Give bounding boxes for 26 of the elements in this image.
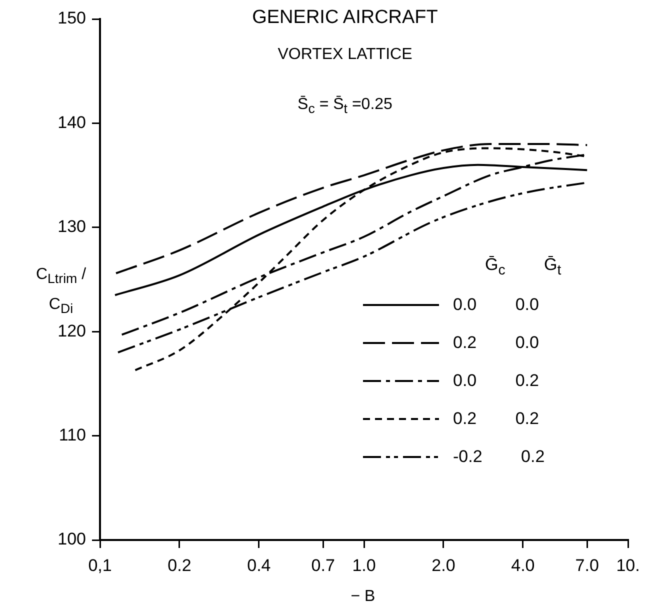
x-tick-label: 0.7 bbox=[311, 556, 335, 575]
legend-label: 0.0 0.2 bbox=[452, 370, 540, 392]
x-tick-label: 2.0 bbox=[432, 556, 456, 575]
x-tick-label: 0.2 bbox=[168, 556, 192, 575]
x-tick-label: 4.0 bbox=[511, 556, 535, 575]
legend-label: -0.2 0.2 bbox=[452, 446, 546, 468]
y-tick-label: 110 bbox=[58, 425, 86, 444]
y-tick-label: 100 bbox=[58, 530, 86, 549]
annotation: S̄$_{c}$ = S̄$_{t}$ =0.25 bbox=[298, 96, 392, 116]
text: VORTEX LATTICE bbox=[278, 46, 412, 64]
x-axis-title: − B bbox=[350, 588, 376, 606]
y-tick-label: 140 bbox=[58, 112, 86, 132]
legend-label: 0.0 0.0 bbox=[452, 294, 540, 316]
x-tick-label: 7.0 bbox=[575, 556, 599, 575]
chart-title: GENERIC AIRCRAFT bbox=[252, 7, 438, 29]
y-tick-label: 130 bbox=[58, 217, 86, 236]
x-tick-label: 0.4 bbox=[247, 556, 271, 575]
x-tick-label: 1.0 bbox=[352, 556, 376, 575]
y-tick-label: 150 bbox=[58, 8, 86, 28]
y-tick-label: 120 bbox=[58, 321, 86, 340]
x-tick-label: 0,1 bbox=[88, 556, 112, 575]
legend-label: 0.2 0.2 bbox=[452, 408, 540, 430]
legend-label: 0.2 0.0 bbox=[452, 332, 540, 354]
x-tick-label: 10. bbox=[616, 556, 640, 575]
text: Ḡ$_{c}$ Ḡ$_{t}$ bbox=[485, 255, 562, 279]
text: C$_{Ltrim}$ / C$_{Di}$ bbox=[36, 266, 86, 316]
